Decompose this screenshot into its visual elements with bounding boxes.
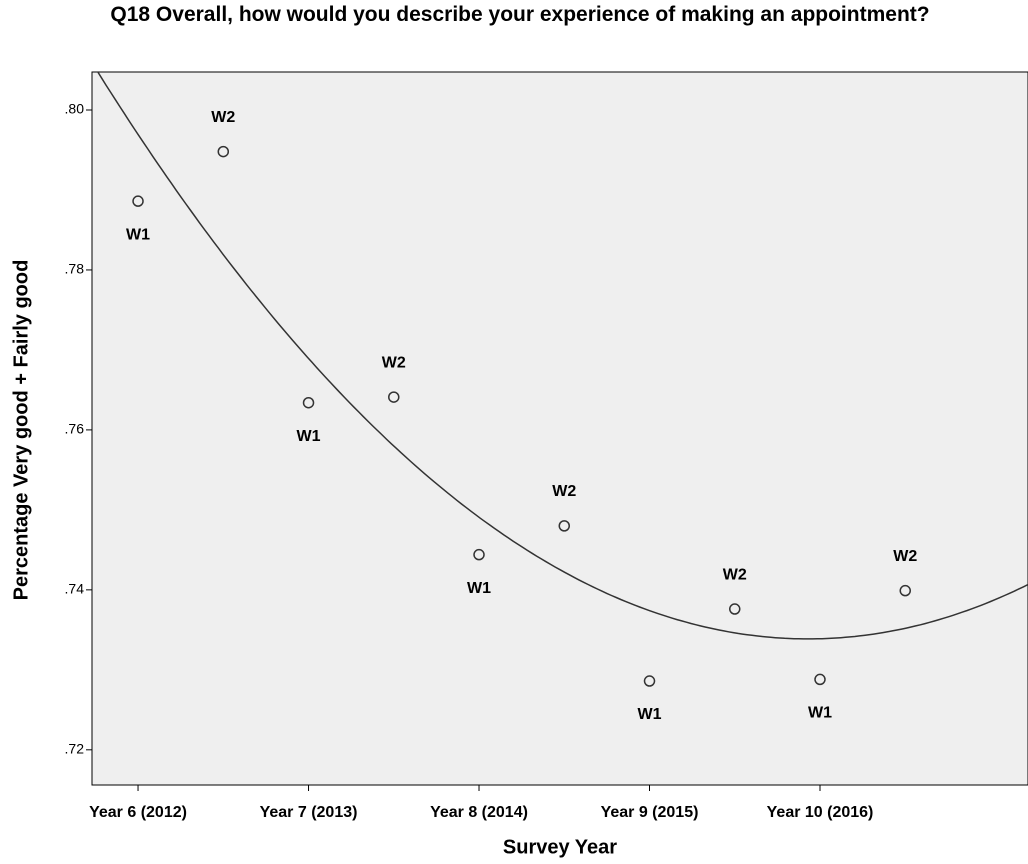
point-label: W2 <box>382 354 406 371</box>
point-label: W2 <box>211 109 235 126</box>
x-tick-label: Year 10 (2016) <box>767 804 874 821</box>
x-tick-label: Year 9 (2015) <box>601 804 699 821</box>
point <box>388 391 400 403</box>
point <box>217 145 230 158</box>
plot-area <box>91 71 1028 786</box>
point <box>302 396 315 409</box>
fit-layer <box>96 72 1028 640</box>
x-tick-label: Year 8 (2014) <box>430 804 528 821</box>
y-tick-label: .80 <box>65 101 85 117</box>
point-label: W2 <box>552 483 576 500</box>
point-label: W1 <box>467 580 491 597</box>
point <box>473 548 485 561</box>
x-tick-label: Year 6 (2012) <box>89 804 187 821</box>
point-label: W1 <box>808 705 832 722</box>
chart-title: Q18 Overall, how would you describe your… <box>110 3 930 26</box>
y-tick-label: .78 <box>65 261 85 277</box>
point-label: W1 <box>297 428 321 445</box>
y-axis-label: Percentage Very good + Fairly good <box>10 260 32 601</box>
point-label: W2 <box>893 548 917 565</box>
fit-curve <box>96 72 1028 640</box>
point <box>814 673 826 686</box>
point <box>729 603 741 615</box>
point-label: W2 <box>723 566 747 583</box>
x-tick-label: Year 7 (2013) <box>260 804 358 821</box>
point-label: W1 <box>638 706 662 723</box>
y-tick-label: .74 <box>65 581 85 597</box>
point <box>899 584 911 597</box>
point <box>558 520 571 532</box>
x-axis-label: Survey Year <box>503 836 617 858</box>
point-label: W1 <box>126 226 150 243</box>
point <box>643 675 656 687</box>
point <box>132 195 144 207</box>
y-tick-label: .76 <box>65 421 85 437</box>
y-tick-label: .72 <box>65 741 85 757</box>
